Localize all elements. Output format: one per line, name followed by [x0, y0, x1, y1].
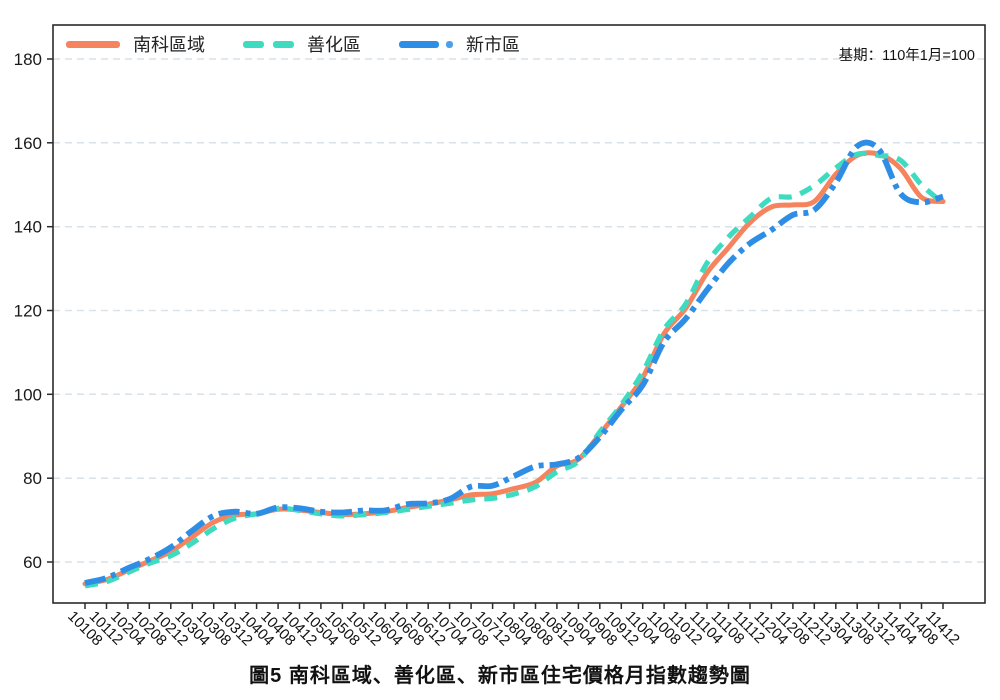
plot-frame [52, 24, 986, 604]
series-line-1 [84, 150, 945, 589]
y-tick-label: 160 [14, 134, 42, 153]
x-axis-ticks: 1010810112102041020810212103041030810312… [64, 603, 963, 649]
chart-caption: 圖5 南科區域、善化區、新市區住宅價格月指數趨勢圖 [249, 665, 751, 687]
legend-item-nanke[interactable]: 南科區域 [66, 31, 205, 57]
dashdot-line-swatch-icon [399, 40, 453, 48]
y-tick-label: 100 [14, 385, 42, 404]
dashed-line-swatch-icon [243, 40, 294, 48]
legend-label-xinshi: 新市區 [466, 35, 520, 55]
legend: 南科區域 善化區 新市區 [66, 31, 520, 57]
legend-label-shanhua: 善化區 [307, 35, 361, 55]
y-tick-label: 60 [23, 553, 42, 572]
y-axis-ticks: 60 80 100 120 140 160 180 [14, 50, 53, 572]
y-tick-label: 120 [14, 302, 42, 321]
y-tick-label: 140 [14, 218, 42, 237]
series-lines [82, 139, 946, 589]
legend-label-nanke: 南科區域 [133, 35, 205, 55]
legend-item-shanhua[interactable]: 善化區 [243, 31, 361, 57]
series-line-2 [84, 139, 944, 586]
solid-line-swatch-icon [66, 40, 120, 48]
y-tick-label: 180 [14, 50, 42, 69]
base-period-note: 基期：110年1月=100 [838, 48, 975, 64]
y-tick-label: 80 [23, 469, 42, 488]
series-line-0 [82, 150, 946, 587]
legend-item-xinshi[interactable]: 新市區 [399, 31, 520, 57]
